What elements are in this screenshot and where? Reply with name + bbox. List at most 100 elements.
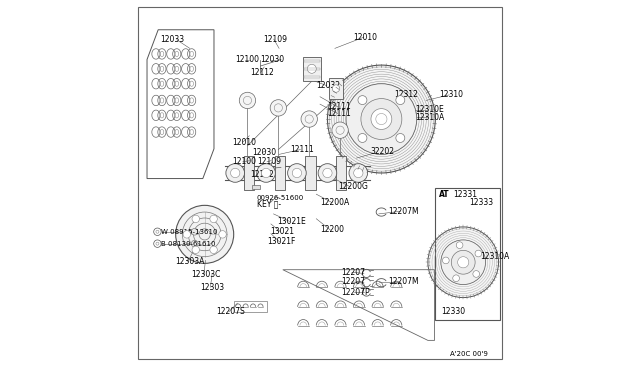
Circle shape (183, 231, 191, 238)
Circle shape (323, 168, 332, 178)
Text: 12200G: 12200G (338, 182, 368, 191)
Text: 12033: 12033 (160, 35, 184, 44)
Bar (275, 156, 285, 190)
Circle shape (376, 113, 387, 125)
Text: AT: AT (439, 190, 450, 199)
Bar (303, 57, 321, 81)
Bar (329, 78, 343, 99)
Circle shape (287, 164, 306, 182)
Text: 12030: 12030 (260, 55, 285, 64)
Circle shape (442, 257, 449, 264)
Text: A'20C 00'9: A'20C 00'9 (450, 351, 488, 357)
Text: 12109: 12109 (257, 157, 281, 166)
Circle shape (301, 111, 317, 127)
Circle shape (318, 164, 337, 182)
Circle shape (332, 85, 340, 92)
Bar (303, 60, 320, 62)
Text: W 08915-13610: W 08915-13610 (161, 229, 218, 235)
Text: 12100: 12100 (232, 157, 257, 166)
Text: 12111: 12111 (328, 102, 351, 111)
Circle shape (226, 164, 244, 182)
Bar (303, 68, 320, 70)
Text: 12112: 12112 (250, 68, 274, 77)
Text: 12310A: 12310A (415, 113, 444, 122)
Circle shape (328, 65, 435, 173)
Bar (244, 156, 254, 190)
Circle shape (192, 215, 200, 222)
Text: 12112: 12112 (250, 170, 274, 179)
Bar (234, 301, 267, 312)
Bar (303, 76, 320, 78)
Text: 00926-51600: 00926-51600 (257, 195, 304, 201)
Circle shape (346, 84, 417, 154)
Circle shape (307, 64, 316, 73)
Text: 13021E: 13021E (277, 217, 306, 226)
Text: 12207S: 12207S (216, 307, 245, 316)
Circle shape (257, 164, 275, 182)
Bar (305, 156, 316, 190)
Circle shape (452, 275, 460, 282)
Text: 12111: 12111 (328, 109, 351, 118)
Text: 12207M: 12207M (388, 207, 419, 216)
Text: 12310A: 12310A (480, 252, 509, 261)
Text: 12030: 12030 (252, 148, 276, 157)
Circle shape (261, 168, 271, 178)
Circle shape (354, 168, 363, 178)
Text: 12303: 12303 (200, 283, 225, 292)
Text: 12207M: 12207M (388, 278, 419, 286)
Circle shape (349, 164, 367, 182)
Text: 12310E: 12310E (415, 105, 444, 114)
Circle shape (396, 96, 404, 105)
Circle shape (396, 134, 404, 142)
Circle shape (230, 168, 240, 178)
Text: 12200: 12200 (320, 225, 344, 234)
Text: 12331: 12331 (453, 190, 477, 199)
Text: 12330: 12330 (441, 307, 465, 316)
Circle shape (292, 168, 301, 178)
Text: 12010: 12010 (353, 33, 378, 42)
Circle shape (239, 92, 255, 109)
Bar (336, 156, 346, 190)
Text: 12100: 12100 (235, 55, 259, 64)
Circle shape (210, 246, 218, 254)
Circle shape (473, 270, 479, 277)
Circle shape (358, 134, 367, 142)
Circle shape (192, 246, 200, 254)
Text: 13021: 13021 (270, 227, 294, 236)
Text: B 08130-61610: B 08130-61610 (161, 241, 215, 247)
Text: 12312: 12312 (394, 90, 419, 99)
Circle shape (270, 100, 287, 116)
Circle shape (441, 240, 486, 285)
Text: 12333: 12333 (468, 198, 493, 207)
Text: 12303C: 12303C (191, 270, 221, 279)
Text: 32202: 32202 (370, 147, 394, 156)
Text: 12010: 12010 (232, 138, 257, 147)
Circle shape (371, 109, 392, 129)
Bar (435, 188, 500, 320)
Circle shape (332, 122, 348, 138)
Circle shape (458, 257, 468, 268)
Circle shape (475, 250, 482, 257)
Circle shape (191, 228, 198, 235)
Bar (252, 185, 260, 189)
Text: 12111: 12111 (291, 145, 314, 154)
Text: KEY キ-: KEY キ- (257, 199, 281, 208)
Circle shape (219, 231, 227, 238)
Text: 12303A: 12303A (175, 257, 205, 266)
Circle shape (191, 240, 198, 247)
Text: 13021F: 13021F (267, 237, 296, 246)
Circle shape (361, 99, 402, 140)
Circle shape (175, 205, 234, 263)
Text: 12032: 12032 (316, 81, 340, 90)
Circle shape (428, 227, 499, 298)
Text: 12310: 12310 (439, 90, 463, 99)
Circle shape (210, 215, 218, 222)
Text: 12200A: 12200A (320, 198, 349, 207)
Text: 12207: 12207 (342, 268, 365, 277)
Circle shape (456, 242, 463, 248)
Text: 12207P: 12207P (342, 288, 370, 296)
Circle shape (358, 96, 367, 105)
Text: 12109: 12109 (264, 35, 287, 44)
Text: 12207: 12207 (342, 278, 365, 286)
Circle shape (451, 250, 475, 274)
